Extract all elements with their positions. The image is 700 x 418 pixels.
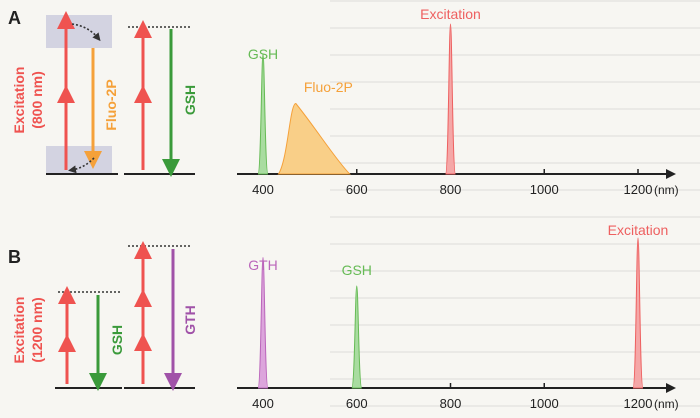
panel-a-jablonski-fluo2p: Fluo-2P [46, 11, 119, 175]
peak-label-excitation: Excitation [608, 222, 669, 238]
ground-state-box [46, 146, 112, 174]
panel-b: B Excitation (1200 nm) GSH GTH 400 600 800… [8, 222, 679, 411]
virtual-state-box [46, 15, 112, 48]
x-tick-label: 600 [346, 182, 368, 197]
peak-excitation [445, 23, 456, 175]
x-tick-label: 1000 [530, 182, 559, 197]
panel-a: A Fluo-2P Excitation (800 nm) GSH 400 600… [8, 6, 679, 197]
panel-a-spectrum: 400 600 800 1000 1200 (nm) GSH Fluo-2P Excitatio… [237, 6, 679, 197]
gth-label: GTH [182, 305, 198, 335]
x-tick-label: 1000 [530, 396, 559, 411]
panel-b-spectrum: 400 600 800 1000 1200 (nm) GTH GSH Excitation [237, 222, 679, 411]
x-axis-unit: (nm) [654, 183, 679, 197]
x-tick-label: 400 [252, 396, 274, 411]
x-tick-label: 1200 [624, 182, 653, 197]
peak-fluo-2p [277, 102, 351, 175]
gsh-label: GSH [182, 85, 198, 115]
x-tick-label: 400 [252, 182, 274, 197]
excitation-label-line1: Excitation [11, 67, 27, 134]
fluo2p-label: Fluo-2P [103, 79, 119, 130]
relaxation-arrow-bottom [68, 157, 95, 174]
excitation-label-line2: (1200 nm) [29, 297, 45, 362]
peak-label-gsh: GSH [248, 46, 278, 62]
peak-label-excitation: Excitation [420, 6, 481, 22]
panel-b-letter: B [8, 247, 21, 267]
panel-b-jablonski-gsh: GSH [55, 286, 125, 391]
panel-a-jablonski-gsh: GSH [124, 20, 198, 177]
x-tick-label: 600 [346, 396, 368, 411]
peak-excitation [632, 237, 644, 389]
peak-label-gsh: GSH [342, 262, 372, 278]
x-tick-label: 1200 [624, 396, 653, 411]
peak-gth [257, 256, 269, 389]
excitation-label-line2: (800 nm) [29, 71, 45, 129]
x-axis-arrowhead [666, 383, 676, 393]
excitation-label-line1: Excitation [11, 297, 27, 364]
gsh-label: GSH [109, 325, 125, 355]
x-axis-arrowhead [666, 169, 676, 179]
panel-b-jablonski-gth: GTH [124, 241, 198, 391]
x-tick-label: 800 [440, 182, 462, 197]
x-axis-unit: (nm) [654, 397, 679, 411]
peak-gsh [257, 53, 269, 175]
peak-label-fluo-2p: Fluo-2P [304, 79, 353, 95]
x-tick-label: 800 [440, 396, 462, 411]
peak-gsh [351, 285, 363, 389]
panel-a-letter: A [8, 8, 21, 28]
peak-label-gth: GTH [248, 257, 278, 273]
